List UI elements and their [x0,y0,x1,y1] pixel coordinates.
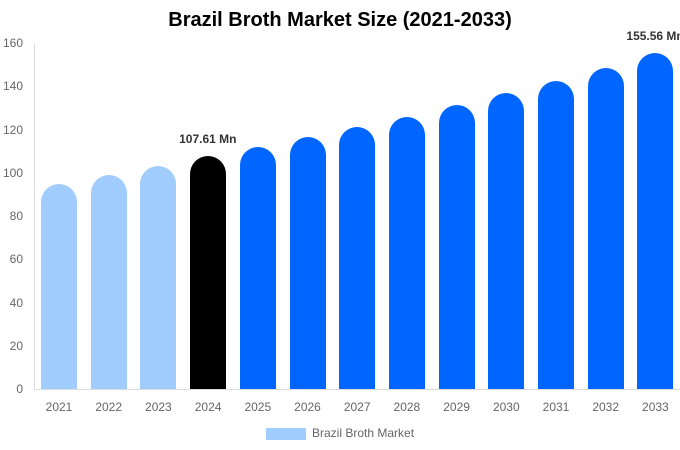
x-tick-label: 2029 [443,400,470,414]
y-tick-label: 160 [2,36,23,50]
y-tick-label: 60 [9,252,23,267]
x-axis-line [34,389,680,390]
x-tick-label: 2028 [393,400,421,414]
x-tick-label: 2033 [642,400,669,414]
data-label-2033: 155.56 Mn [626,28,680,43]
bar-2026[interactable] [289,136,326,389]
x-tick-label: 2027 [343,400,371,414]
bar-2028[interactable] [388,116,425,389]
bar-2023[interactable] [140,166,177,389]
x-tick-label: 2024 [194,400,222,414]
y-tick-label: 100 [2,165,23,180]
bar-2030[interactable] [488,92,525,389]
y-tick-label: 20 [9,338,23,353]
bar-2021[interactable] [41,183,77,389]
x-tick-label: 2026 [294,400,321,414]
x-tick-label: 2023 [145,400,172,414]
y-tick-label: 140 [2,79,23,94]
legend-swatch[interactable] [266,428,306,440]
data-label-2024: 107.61 Mn [179,132,237,147]
legend-label[interactable]: Brazil Broth Market [312,426,415,440]
bar-2031[interactable] [538,80,574,389]
y-tick-label: 80 [9,209,23,223]
x-tick-label: 2022 [95,400,123,414]
x-tick-label: 2032 [592,400,620,414]
bar-2024[interactable] [190,156,227,389]
x-tick-label: 2021 [45,400,73,414]
y-tick-label: 0 [16,382,23,396]
bar-2032[interactable] [587,67,624,389]
x-tick-label: 2031 [542,400,570,414]
bar-2022[interactable] [90,174,127,389]
y-axis-line [34,43,35,389]
x-tick-label: 2030 [492,400,520,414]
y-tick-label: 120 [2,122,23,137]
bar-2025[interactable] [239,146,276,389]
bar-2027[interactable] [339,126,376,389]
x-tick-label: 2025 [244,400,272,414]
bar-2029[interactable] [438,104,475,389]
chart-title: Brazil Broth Market Size (2021-2033) [168,9,512,31]
y-tick-label: 40 [9,295,23,310]
bar-2033[interactable] [637,52,674,389]
